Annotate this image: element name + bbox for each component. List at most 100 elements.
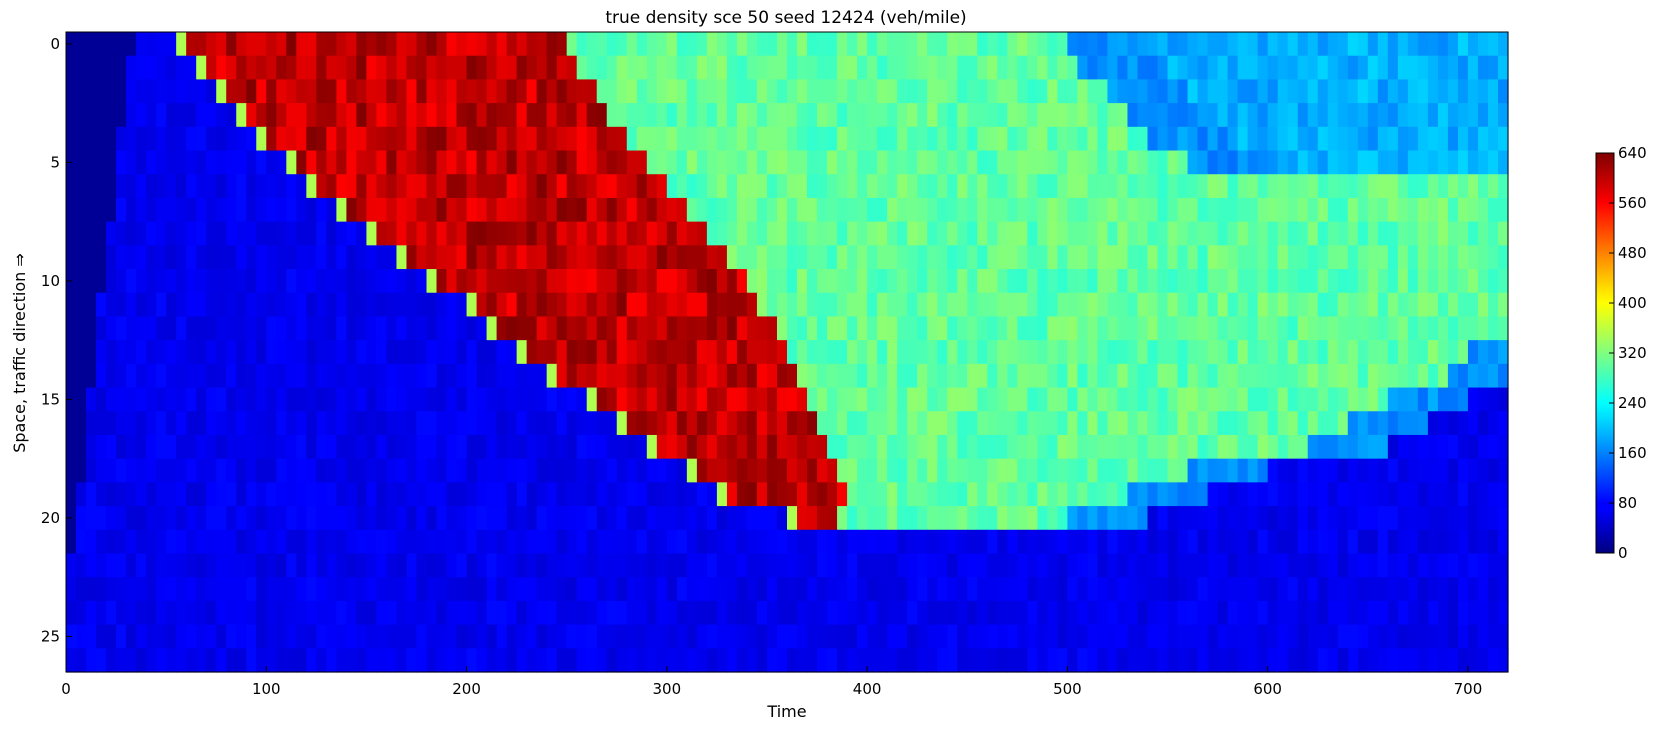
heatmap-cell (1127, 577, 1139, 602)
heatmap-cell (1287, 529, 1299, 555)
heatmap-cell (957, 197, 968, 223)
heatmap-cell (356, 434, 368, 460)
heatmap-cell (817, 197, 828, 223)
heatmap-cell (506, 529, 518, 555)
heatmap-cell (1087, 577, 1099, 602)
heatmap-cell (206, 221, 217, 246)
heatmap-cell (1337, 624, 1349, 649)
heatmap-cell (1067, 363, 1078, 389)
heatmap-cell (1337, 506, 1349, 531)
heatmap-cell (706, 600, 718, 626)
heatmap-cell (967, 553, 978, 578)
heatmap-cell (266, 197, 277, 223)
heatmap-cell (827, 245, 838, 270)
heatmap-cell (286, 55, 297, 80)
heatmap-cell (236, 600, 247, 626)
heatmap-cell (867, 577, 878, 602)
heatmap-cell (496, 577, 508, 602)
heatmap-cell (726, 79, 738, 104)
heatmap-cell (847, 79, 858, 104)
heatmap-cell (1437, 506, 1449, 531)
heatmap-cell (1387, 150, 1399, 175)
heatmap-cell (837, 506, 848, 531)
heatmap-cell (706, 553, 718, 578)
heatmap-cell (877, 150, 888, 175)
heatmap-cell (776, 506, 788, 531)
heatmap-cell (756, 411, 768, 436)
heatmap-cell (997, 245, 1008, 270)
heatmap-cell (1367, 269, 1379, 294)
heatmap-cell (857, 340, 868, 365)
heatmap-cell (196, 506, 207, 531)
heatmap-cell (1047, 506, 1058, 531)
heatmap-cell (1407, 624, 1419, 649)
heatmap-cell (977, 363, 988, 389)
heatmap-cell (997, 458, 1008, 483)
heatmap-cell (166, 126, 177, 152)
heatmap-cell (1497, 55, 1509, 80)
heatmap-cell (957, 32, 968, 57)
heatmap-cell (917, 387, 928, 412)
heatmap-cell (1217, 197, 1229, 223)
heatmap-cell (596, 316, 608, 341)
heatmap-cell (406, 482, 418, 507)
heatmap-cell (1447, 126, 1459, 152)
heatmap-cell (436, 600, 448, 626)
heatmap-cell (1007, 245, 1018, 270)
heatmap-cell (616, 411, 628, 436)
heatmap-cell (236, 79, 247, 104)
heatmap-cell (156, 482, 167, 507)
heatmap-cell (656, 197, 668, 223)
heatmap-cell (326, 126, 337, 152)
heatmap-cell (356, 221, 368, 246)
heatmap-cell (927, 55, 938, 80)
heatmap-cell (1357, 221, 1369, 246)
heatmap-cell (1147, 553, 1159, 578)
heatmap-cell (166, 482, 177, 507)
heatmap-cell (1327, 197, 1339, 223)
heatmap-cell (386, 553, 398, 578)
heatmap-cell (216, 577, 227, 602)
heatmap-cell (656, 506, 668, 531)
heatmap-cell (827, 197, 838, 223)
heatmap-cell (726, 506, 738, 531)
heatmap-cell (236, 482, 247, 507)
heatmap-cell (987, 458, 998, 483)
heatmap-cell (927, 434, 938, 460)
heatmap-cell (1057, 506, 1068, 531)
heatmap-cell (676, 506, 688, 531)
heatmap-cell (1067, 174, 1078, 199)
heatmap-cell (1297, 577, 1309, 602)
heatmap-cell (1277, 482, 1289, 507)
heatmap-cell (576, 387, 588, 412)
heatmap-cell (1137, 600, 1149, 626)
heatmap-cell (1407, 79, 1419, 104)
heatmap-cell (76, 269, 87, 294)
heatmap-cell (586, 434, 598, 460)
heatmap-cell (766, 529, 778, 555)
heatmap-cell (756, 316, 768, 341)
heatmap-cell (236, 32, 247, 57)
heatmap-cell (1157, 316, 1169, 341)
heatmap-cell (526, 292, 538, 318)
heatmap-cell (927, 79, 938, 104)
heatmap-cell (686, 55, 698, 80)
heatmap-cell (867, 340, 878, 365)
heatmap-cell (636, 197, 648, 223)
heatmap-cell (1427, 600, 1439, 626)
heatmap-cell (1127, 150, 1139, 175)
heatmap-cell (1347, 553, 1359, 578)
heatmap-cell (1077, 600, 1089, 626)
heatmap-cell (316, 269, 327, 294)
heatmap-cell (206, 482, 217, 507)
heatmap-cell (306, 79, 317, 104)
heatmap-cell (1267, 292, 1279, 318)
heatmap-cell (96, 411, 107, 436)
heatmap-cell (266, 458, 277, 483)
heatmap-cell (1337, 458, 1349, 483)
heatmap-cell (466, 221, 478, 246)
heatmap-cell (1327, 506, 1339, 531)
heatmap-cell (1237, 387, 1249, 412)
heatmap-cell (746, 103, 758, 128)
heatmap-cell (1497, 624, 1509, 649)
